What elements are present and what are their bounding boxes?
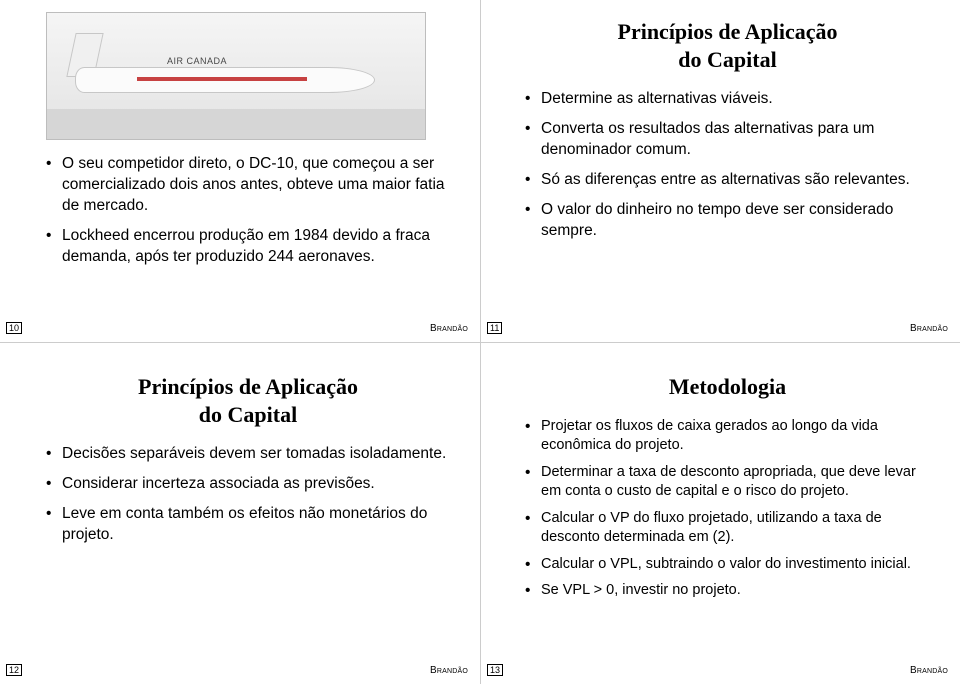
slide-number: 11 bbox=[487, 322, 502, 334]
footer-brand: Brandão bbox=[430, 323, 468, 334]
list-item: Considerar incerteza associada as previs… bbox=[46, 474, 450, 495]
list-item: Leve em conta também os efeitos não mone… bbox=[46, 504, 450, 546]
list-item: Determine as alternativas viáveis. bbox=[525, 89, 930, 110]
footer-brand: Brandão bbox=[910, 665, 948, 676]
list-item: Projetar os fluxos de caixa gerados ao l… bbox=[525, 417, 930, 456]
list-item: Calcular o VPL, subtraindo o valor do in… bbox=[525, 555, 930, 575]
footer-brand: Brandão bbox=[910, 323, 948, 334]
airplane-label: AIR CANADA bbox=[167, 56, 227, 66]
bullet-list: O seu competidor direto, o DC-10, que co… bbox=[46, 154, 450, 268]
bullet-list: Decisões separáveis devem ser tomadas is… bbox=[46, 444, 450, 546]
slide-11: Princípios de Aplicação do Capital Deter… bbox=[480, 0, 960, 342]
list-item: Só as diferenças entre as alternativas s… bbox=[525, 170, 930, 191]
slide-13: Metodologia Projetar os fluxos de caixa … bbox=[480, 342, 960, 684]
list-item: O valor do dinheiro no tempo deve ser co… bbox=[525, 200, 930, 242]
slide-title: Princípios de Aplicação do Capital bbox=[525, 18, 930, 73]
airplane-image: AIR CANADA bbox=[46, 12, 426, 140]
slide-number: 13 bbox=[487, 664, 503, 676]
slide-12: Princípios de Aplicação do Capital Decis… bbox=[0, 342, 480, 684]
slide-number: 12 bbox=[6, 664, 22, 676]
list-item: O seu competidor direto, o DC-10, que co… bbox=[46, 154, 450, 217]
bullet-list: Projetar os fluxos de caixa gerados ao l… bbox=[525, 417, 930, 602]
list-item: Decisões separáveis devem ser tomadas is… bbox=[46, 444, 450, 465]
bullet-list: Determine as alternativas viáveis. Conve… bbox=[525, 89, 930, 242]
list-item: Lockheed encerrou produção em 1984 devid… bbox=[46, 226, 450, 268]
list-item: Calcular o VP do fluxo projetado, utiliz… bbox=[525, 509, 930, 548]
footer-brand: Brandão bbox=[430, 665, 468, 676]
list-item: Se VPL > 0, investir no projeto. bbox=[525, 581, 930, 601]
slide-number: 10 bbox=[6, 322, 22, 334]
list-item: Determinar a taxa de desconto apropriada… bbox=[525, 463, 930, 502]
slide-title: Metodologia bbox=[525, 373, 930, 401]
slide-title: Princípios de Aplicação do Capital bbox=[46, 373, 450, 428]
slide-10: AIR CANADA O seu competidor direto, o DC… bbox=[0, 0, 480, 342]
list-item: Converta os resultados das alternativas … bbox=[525, 119, 930, 161]
